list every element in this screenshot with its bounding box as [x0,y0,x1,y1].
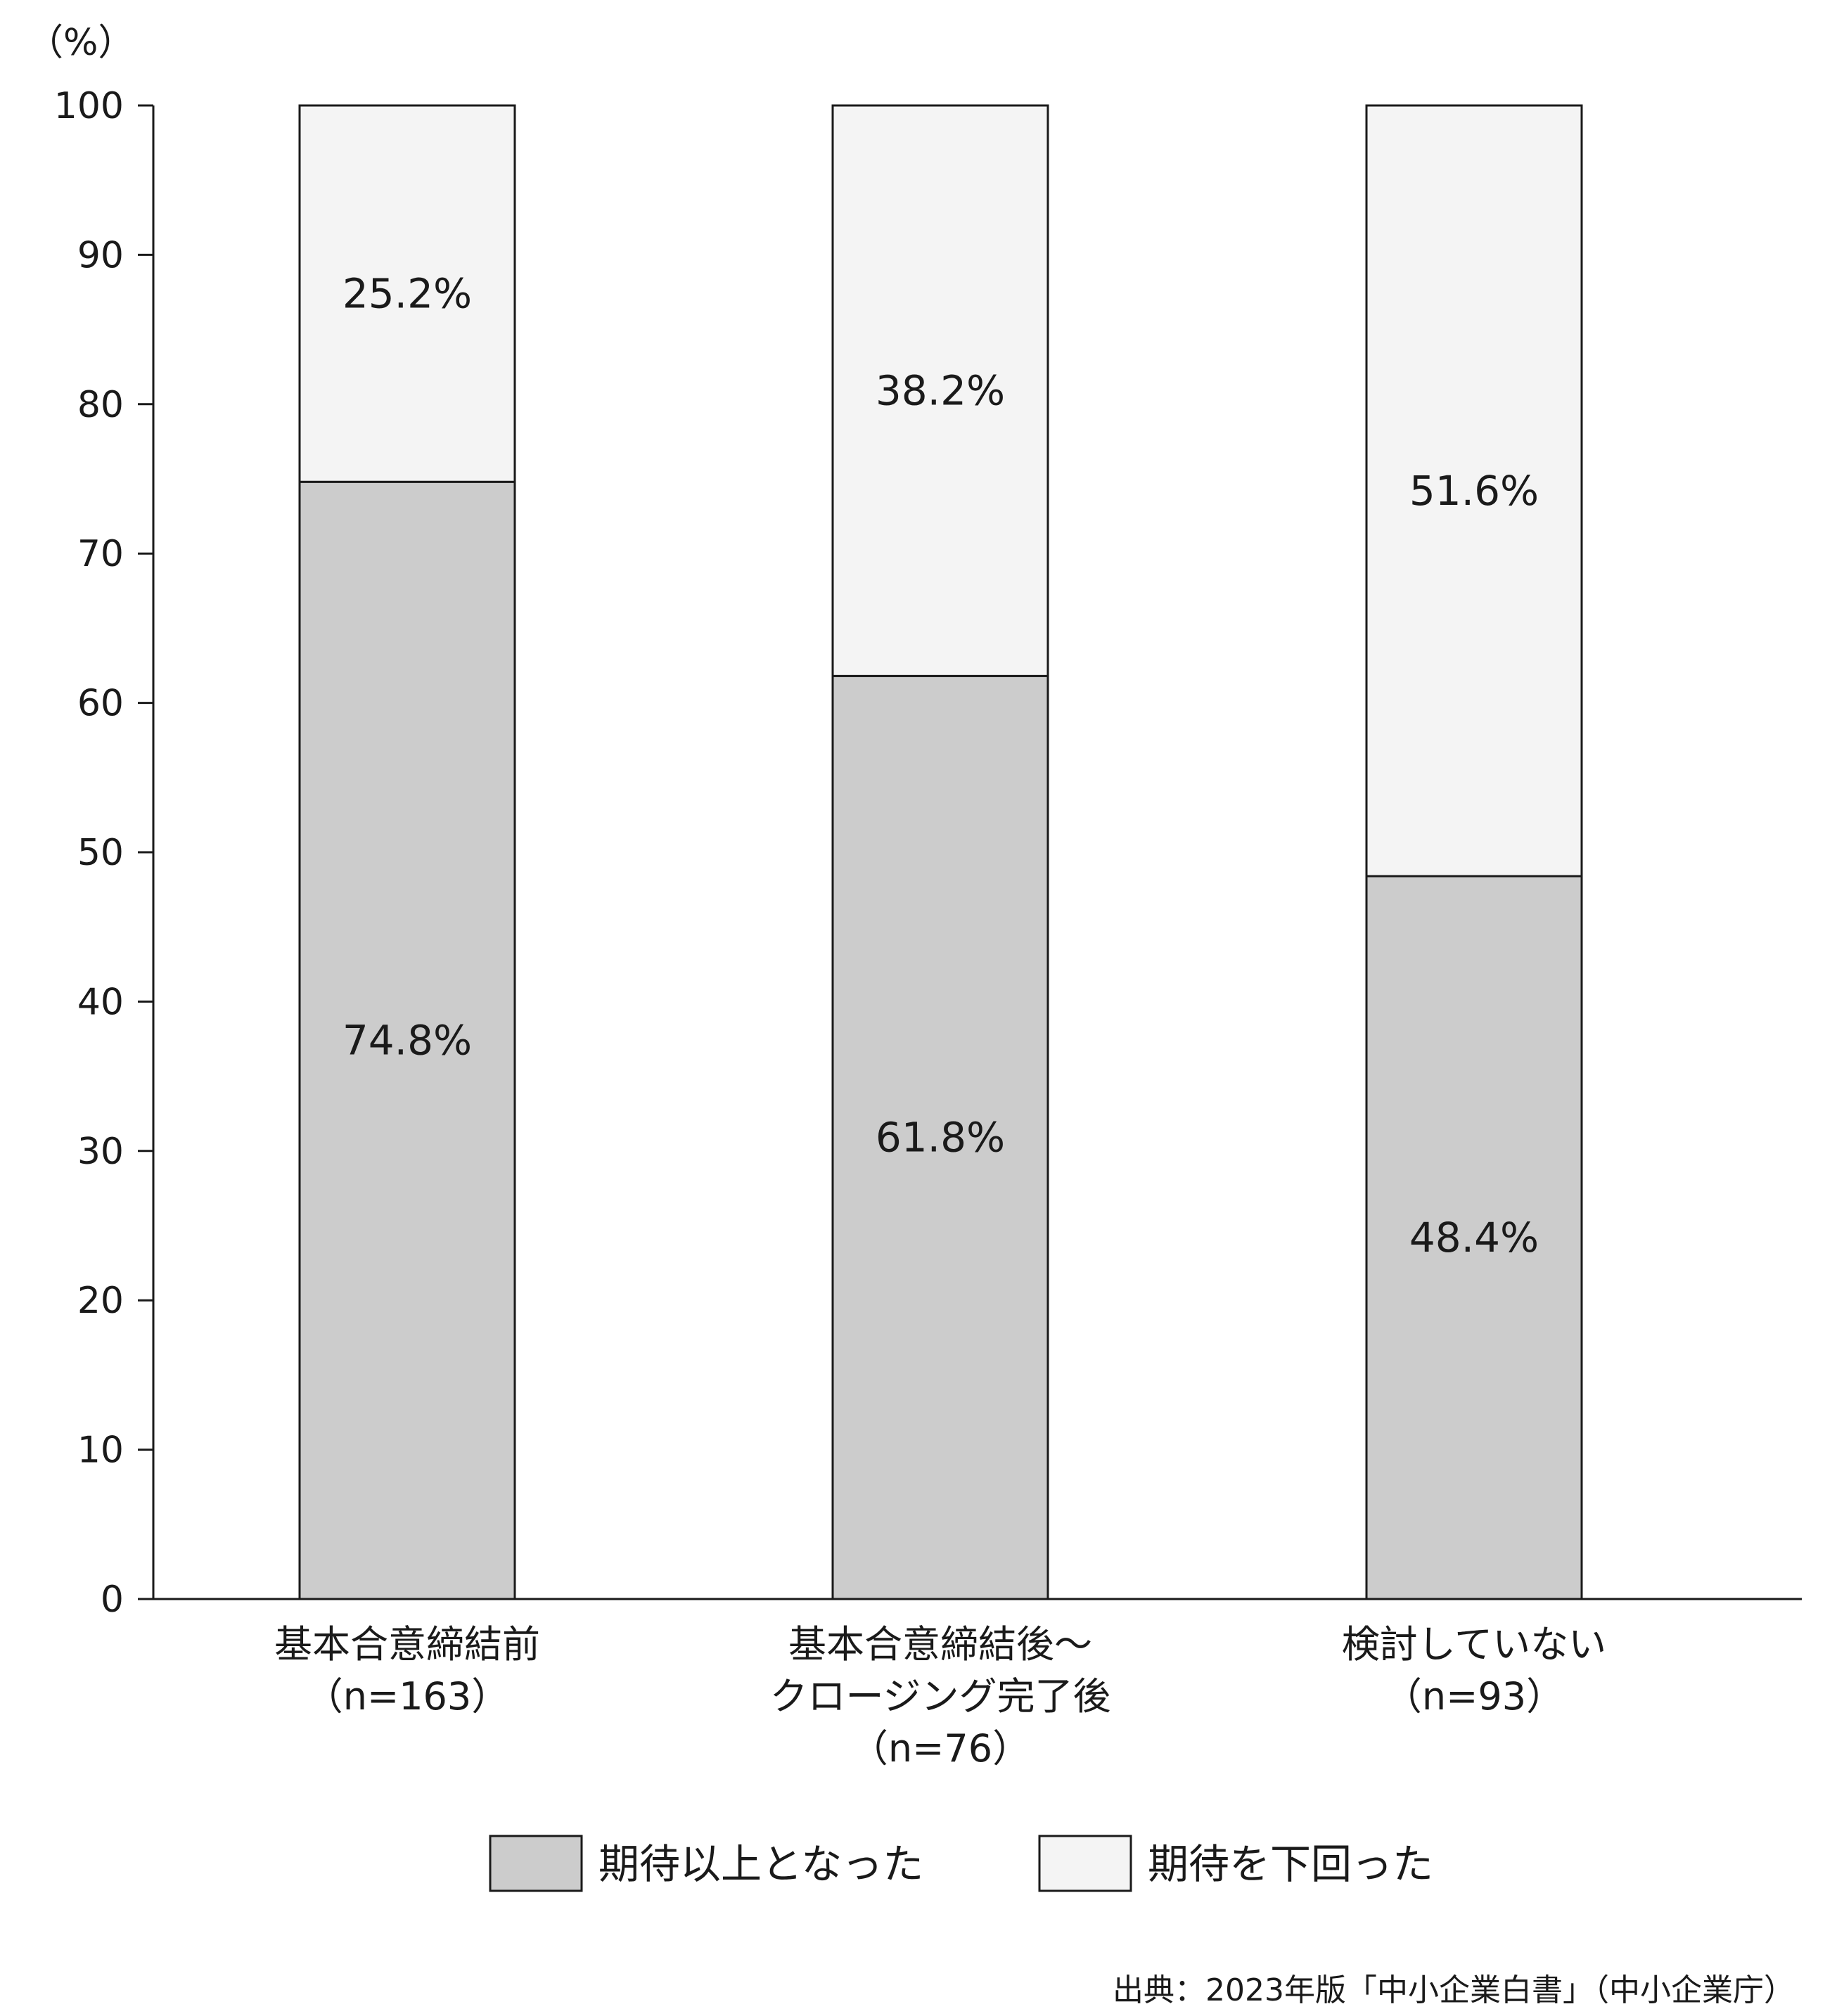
data-label: 48.4% [1409,1214,1539,1261]
x-category-label: （n=163） [305,1674,510,1719]
data-label: 51.6% [1409,467,1539,515]
y-tick-label: 0 [101,1579,124,1621]
legend-swatch [489,1835,583,1892]
y-tick-label: 90 [77,234,124,276]
y-tick-label: 10 [77,1430,124,1472]
y-tick-label: 70 [77,533,124,575]
data-label: 38.2% [876,367,1005,415]
x-category-label: 検討していない [1342,1622,1606,1667]
y-tick-label: 80 [77,384,124,426]
x-category-label: 基本合意締結後～ [788,1622,1092,1667]
y-tick-label: 50 [77,832,124,874]
x-category-label: クロージング完了後 [770,1674,1111,1719]
y-tick-label: 100 [54,85,124,127]
bar-segment [831,674,1049,1600]
data-label: 25.2% [342,270,472,318]
y-tick-label: 60 [77,683,124,725]
bar-segment [298,104,516,483]
x-category-label: 基本合意締結前 [274,1622,540,1667]
y-tick-label: 20 [77,1280,124,1322]
data-label: 74.8% [342,1017,472,1065]
bar-segment [1365,875,1583,1600]
bar-segment [831,104,1049,677]
x-category-label: （n=76） [850,1726,1030,1771]
x-category-label: （n=93） [1384,1674,1564,1719]
y-axis-unit-label: （%） [27,22,134,64]
data-label: 61.8% [876,1114,1005,1162]
bar-segment [1365,104,1583,878]
source-note: 出典：2023年版「中小企業白書」（中小企業庁） [1113,1972,1795,2008]
legend-label: 期待を下回った [1148,1840,1433,1888]
bar-segment [298,480,516,1600]
legend-swatch [1038,1835,1132,1892]
y-tick-label: 30 [77,1131,124,1173]
legend-label: 期待以上となった [598,1840,923,1888]
y-tick-label: 40 [77,981,124,1023]
